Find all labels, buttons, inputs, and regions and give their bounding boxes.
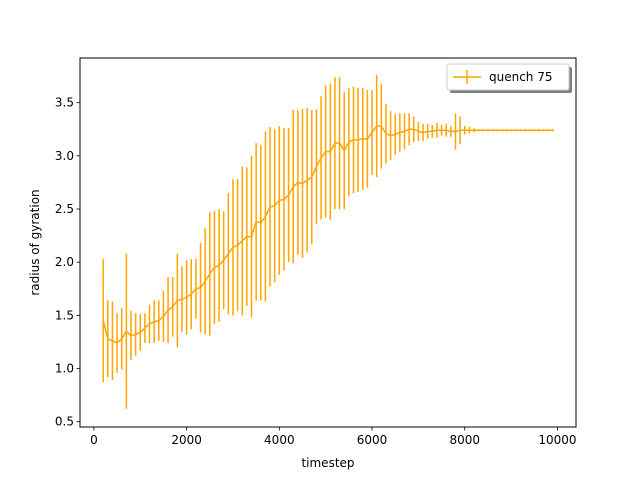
y-axis-label: radius of gyration (28, 189, 42, 295)
legend: quench 75 (446, 63, 572, 93)
x-tick-label: 6000 (357, 433, 388, 447)
x-axis-ticks: 0 2000 4000 6000 8000 10000 (90, 427, 577, 447)
axes-frame (79, 57, 577, 428)
y-axis-ticks: 0.5 1.0 1.5 2.0 2.5 3.0 3.5 (55, 96, 80, 429)
legend-label: quench 75 (489, 70, 553, 84)
x-tick-label: 10000 (538, 433, 576, 447)
y-tick-label: 3.5 (55, 96, 74, 110)
x-tick-label: 0 (90, 433, 98, 447)
y-tick-label: 1.0 (55, 362, 74, 376)
series-line-quench-75 (102, 125, 553, 344)
legend-box (446, 63, 570, 91)
x-tick-label: 4000 (264, 433, 295, 447)
x-tick-label: 2000 (171, 433, 202, 447)
y-tick-label: 3.0 (55, 149, 74, 163)
x-axis-label: timestep (301, 456, 354, 470)
y-tick-label: 1.5 (55, 308, 74, 322)
y-tick-label: 2.5 (55, 202, 74, 216)
y-tick-label: 0.5 (55, 415, 74, 429)
x-tick-label: 8000 (449, 433, 480, 447)
y-tick-label: 2.0 (55, 255, 74, 269)
plot-marks (102, 75, 554, 409)
